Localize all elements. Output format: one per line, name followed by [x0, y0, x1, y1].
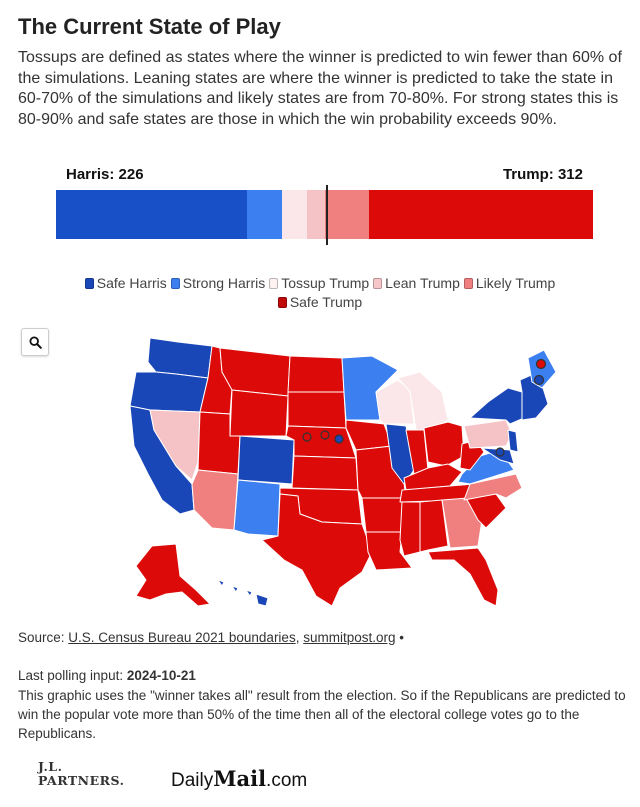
bar-segment-lean-trump — [306, 190, 326, 239]
state-colorado[interactable] — [237, 435, 295, 485]
state-texas[interactable] — [261, 493, 373, 607]
state-florida[interactable] — [427, 547, 499, 607]
dailymail-logo: DailyMail.com — [171, 766, 307, 792]
state-hawaii[interactable] — [217, 579, 269, 607]
district-marker-me-1[interactable] — [535, 358, 547, 370]
legend-swatch — [269, 278, 279, 289]
bar-segment-strong-harris — [246, 190, 282, 239]
source-link-summitpost[interactable]: summitpost.org — [303, 630, 396, 645]
polling-date: 2024-10-21 — [126, 668, 196, 683]
state-arizona[interactable] — [191, 469, 239, 531]
state-oregon[interactable] — [129, 371, 209, 413]
polling-line: Last polling input: 2024-10-21 — [18, 668, 196, 683]
search-icon — [28, 335, 42, 349]
harris-total-label: Harris: 226 — [66, 166, 144, 183]
zoom-button[interactable] — [21, 328, 49, 356]
legend-item-safe-trump: Safe Trump — [277, 293, 363, 312]
electoral-vote-bar — [56, 190, 593, 239]
legend-swatch — [463, 278, 473, 289]
legend-item-lean-trump: Lean Trump — [373, 274, 460, 293]
legend-label: Strong Harris — [182, 275, 266, 291]
state-georgia[interactable] — [441, 497, 483, 549]
district-marker-dc[interactable] — [495, 447, 505, 457]
district-marker-ne-2[interactable] — [320, 430, 330, 440]
state-north-carolina[interactable] — [463, 473, 523, 501]
source-prefix: Source: — [18, 630, 65, 645]
legend-item-safe-harris: Safe Harris — [84, 274, 167, 293]
state-north-dakota[interactable] — [287, 355, 345, 393]
legend-item-strong-harris: Strong Harris — [170, 274, 266, 293]
state-new-mexico[interactable] — [233, 479, 281, 537]
bar-segment-tossup-trump — [281, 190, 307, 239]
page-title: The Current State of Play — [18, 14, 281, 39]
bar-segment-safe-harris — [56, 190, 247, 239]
state-alabama[interactable] — [419, 499, 449, 553]
legend-label: Tossup Trump — [281, 275, 370, 291]
trump-total-label: Trump: 312 — [502, 166, 583, 183]
legend-swatch — [373, 278, 383, 289]
legend-swatch — [277, 297, 287, 308]
legend-label: Lean Trump — [385, 275, 460, 291]
dm-logo-daily: Daily — [171, 770, 214, 791]
legend-item-likely-trump: Likely Trump — [463, 274, 556, 293]
us-electoral-map — [129, 337, 557, 607]
state-south-dakota[interactable] — [287, 391, 347, 429]
legend-label: Safe Harris — [96, 275, 167, 291]
jl-partners-logo: J.L. PARTNERS. — [38, 760, 124, 788]
source-line: Source: U.S. Census Bureau 2021 boundari… — [18, 630, 404, 645]
district-marker-ne-1[interactable] — [302, 432, 312, 442]
state-new-york[interactable] — [469, 387, 525, 425]
state-new-jersey[interactable] — [507, 429, 519, 453]
polling-label: Last polling input: — [18, 668, 124, 683]
jl-logo-line2: PARTNERS. — [38, 773, 125, 788]
legend-label: Likely Trump — [475, 275, 556, 291]
description-text: Tossups are defined as states where the … — [18, 49, 622, 128]
state-alaska[interactable] — [135, 543, 211, 607]
district-marker-me-2[interactable] — [533, 374, 545, 386]
district-marker-ne-3[interactable] — [334, 434, 344, 444]
legend-swatch — [84, 278, 94, 289]
dm-logo-com: .com — [266, 770, 308, 791]
source-link-census[interactable]: U.S. Census Bureau 2021 boundaries — [68, 630, 296, 645]
state-ohio[interactable] — [423, 421, 465, 467]
state-wyoming[interactable] — [229, 389, 289, 437]
state-arkansas[interactable] — [361, 497, 405, 533]
legend-item-tossup-trump: Tossup Trump — [269, 274, 369, 293]
legend-swatch — [170, 278, 180, 289]
dm-logo-mail: Mail — [213, 766, 267, 791]
majority-line — [326, 185, 328, 245]
jl-logo-line1: J.L. — [38, 759, 63, 774]
source-suffix: • — [399, 630, 405, 645]
legend-label: Safe Trump — [289, 294, 363, 310]
state-pennsylvania[interactable] — [463, 419, 513, 449]
methodology-note: This graphic uses the "winner takes all"… — [18, 688, 626, 741]
source-separator: , — [295, 630, 300, 645]
legend: Safe Harris Strong Harris Tossup Trump Lean… — [40, 274, 600, 312]
state-nebraska[interactable] — [285, 425, 357, 459]
bar-segment-safe-trump — [369, 190, 593, 239]
state-kansas[interactable] — [291, 455, 359, 491]
state-wisconsin[interactable] — [375, 379, 415, 425]
bar-segment-likely-trump — [325, 190, 370, 239]
state-mississippi[interactable] — [399, 501, 421, 557]
